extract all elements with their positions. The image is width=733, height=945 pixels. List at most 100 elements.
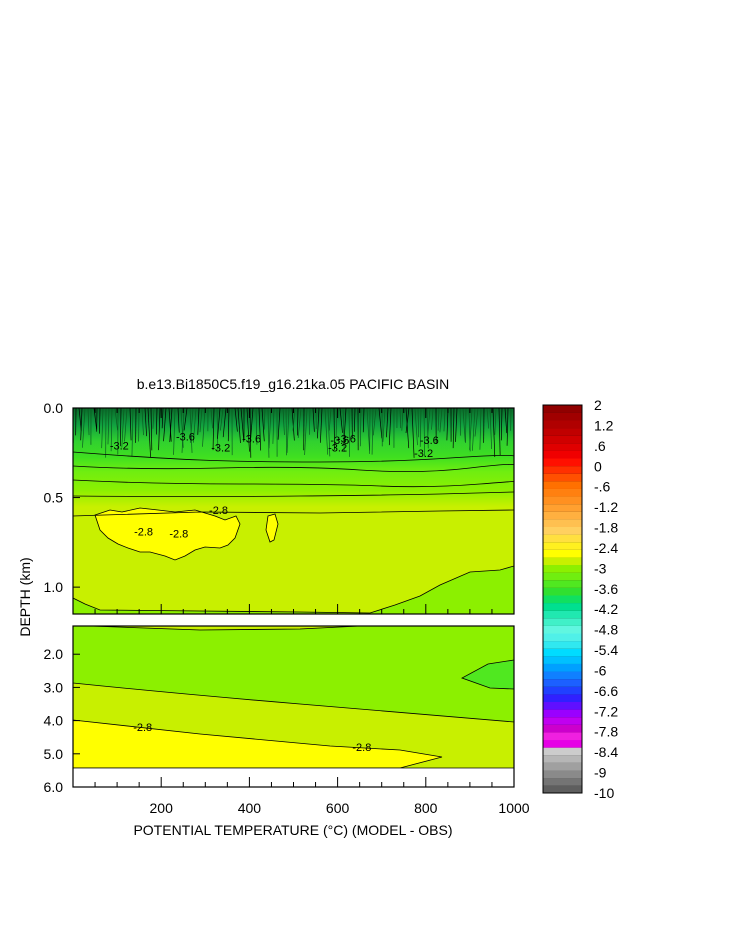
noise-stroke: [286, 408, 290, 453]
noise-stroke: [181, 408, 185, 453]
colorbar-swatch: [543, 739, 582, 748]
y-tick-label: 0.5: [44, 490, 64, 506]
colorbar-swatch: [543, 427, 582, 436]
y-tick-label: 4.0: [44, 713, 64, 729]
colorbar-swatch: [543, 541, 582, 550]
noise-stroke: [121, 408, 125, 448]
noise-stroke: [261, 408, 265, 442]
noise-stroke: [131, 408, 134, 457]
noise-stroke: [158, 408, 161, 451]
colorbar-swatch: [543, 496, 582, 505]
noise-stroke: [101, 408, 104, 449]
contour-label: -2.8: [169, 528, 188, 540]
colorbar-swatch: [543, 671, 582, 680]
colorbar-swatch: [543, 618, 582, 626]
noise-stroke: [423, 408, 425, 457]
colorbar-swatch: [543, 488, 582, 497]
contour-label: -3.2: [211, 442, 230, 454]
upper-yellow-pocket: [94, 507, 241, 561]
colorbar-swatch: [543, 579, 582, 588]
contour-line: [73, 479, 514, 488]
colorbar-swatch: [543, 694, 582, 703]
colorbar-swatch: [543, 686, 582, 695]
noise-stroke: [401, 408, 404, 431]
chart-title: b.e13.Bi1850C5.f19_g16.21ka.05 PACIFIC B…: [137, 376, 450, 392]
noise-stroke: [272, 408, 275, 444]
noise-stroke: [82, 408, 86, 448]
colorbar-swatch: [543, 443, 582, 451]
noise-stroke: [169, 408, 173, 443]
noise-stroke: [234, 408, 238, 432]
noise-stroke: [152, 408, 155, 429]
noise-stroke: [419, 408, 422, 447]
colorbar-frame: [542, 404, 583, 794]
colorbar-label: -.6: [594, 479, 611, 495]
contour-line: [73, 509, 514, 517]
noise-stroke: [156, 408, 158, 435]
noise-stroke: [216, 408, 219, 450]
noise-stroke: [455, 408, 458, 442]
noise-stroke: [414, 408, 418, 446]
colorbar-swatch: [543, 785, 582, 794]
noise-stroke: [120, 408, 122, 447]
noise-stroke: [498, 408, 501, 456]
colorbar-label: -10: [594, 785, 614, 801]
noise-stroke: [479, 408, 482, 450]
colorbar: [542, 404, 583, 794]
y-tick-label: 2.0: [44, 646, 64, 662]
noise-stroke: [297, 408, 302, 438]
noise-stroke: [267, 408, 270, 458]
colorbar-swatch: [543, 747, 582, 756]
noise-stroke: [144, 408, 147, 437]
colorbar-swatch: [543, 572, 582, 581]
noise-stroke: [263, 408, 266, 430]
noise-stroke: [446, 408, 449, 441]
noise-stroke: [227, 408, 230, 442]
colorbar-label: -7.8: [594, 724, 618, 740]
contour-label: -2.8: [352, 742, 371, 754]
colorbar-swatch: [543, 724, 582, 733]
x-tick-label: 200: [150, 800, 174, 816]
noise-stroke: [107, 408, 110, 445]
colorbar-swatch: [543, 549, 582, 558]
colorbar-swatch: [543, 503, 582, 512]
colorbar-label: -4.8: [594, 622, 618, 638]
noise-stroke: [268, 408, 272, 449]
colorbar-label: -6.6: [594, 683, 618, 699]
noise-stroke: [439, 408, 443, 433]
colorbar-label: .6: [594, 438, 606, 454]
noise-stroke: [110, 408, 113, 452]
noise-stroke: [282, 408, 285, 436]
noise-stroke: [443, 408, 446, 432]
y-tick-label: 6.0: [44, 779, 64, 795]
noise-stroke: [426, 408, 429, 449]
colorbar-swatch: [543, 595, 582, 604]
noise-stroke: [500, 408, 503, 441]
y-tick-labels: 0.0 0.5 1.0 2.0 3.0 4.0 5.0 6.0: [44, 400, 64, 795]
contour-label: -3.6: [337, 433, 356, 445]
colorbar-label: -6: [594, 662, 607, 678]
noise-stroke: [202, 408, 206, 447]
contour-label: -3.2: [414, 448, 433, 460]
colorbar-swatch: [543, 633, 582, 642]
colorbar-swatch: [543, 709, 582, 718]
noise-stroke: [399, 408, 402, 429]
colorbar-swatch: [543, 648, 582, 657]
noise-stroke: [362, 408, 365, 433]
noise-stroke: [168, 408, 172, 442]
colorbar-swatch: [543, 412, 582, 421]
colorbar-label: -3.6: [594, 581, 618, 597]
noise-stroke: [150, 408, 153, 451]
noise-stroke: [258, 408, 262, 451]
colorbar-swatch: [543, 420, 582, 429]
contour-label: -3.6: [176, 432, 195, 444]
contour-line: [73, 491, 514, 497]
noise-stroke: [173, 408, 176, 455]
colorbar-swatch: [543, 762, 582, 771]
colorbar-swatch: [543, 716, 582, 725]
contour-label: -2.8: [134, 527, 153, 539]
noise-stroke: [474, 408, 479, 437]
colorbar-swatch: [543, 625, 582, 634]
noise-stroke: [405, 408, 410, 434]
noise-stroke: [285, 408, 287, 456]
